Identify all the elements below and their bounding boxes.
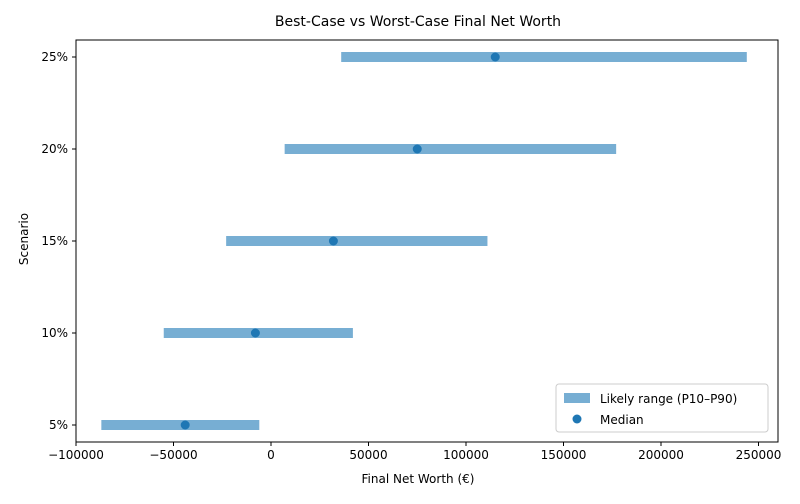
range-bar-15pct bbox=[226, 236, 488, 246]
legend-box bbox=[555, 383, 769, 433]
median-point-5pct bbox=[180, 420, 190, 430]
median-point-15pct bbox=[328, 236, 338, 246]
plot-area bbox=[75, 39, 779, 443]
x-tick-label: 0 bbox=[267, 448, 275, 462]
x-tick-label: 50000 bbox=[349, 448, 387, 462]
median-point-20pct bbox=[412, 144, 422, 154]
range-bar-25pct bbox=[341, 52, 747, 62]
median-point-25pct bbox=[490, 52, 500, 62]
x-tick-label: −100000 bbox=[48, 448, 104, 462]
legend-range-label: Likely range (P10–P90) bbox=[600, 392, 737, 406]
legend-median-label: Median bbox=[600, 413, 644, 427]
x-axis: −100000 −50000 0 50000 100000 150000 200000 250… bbox=[48, 442, 781, 462]
x-tick-label: −50000 bbox=[149, 448, 197, 462]
y-tick-label: 10% bbox=[41, 326, 68, 340]
y-axis-label: Scenario bbox=[17, 213, 31, 265]
y-tick-label: 15% bbox=[41, 234, 68, 248]
y-axis: 5% 10% 15% 20% 25% bbox=[41, 50, 76, 432]
y-tick-label: 20% bbox=[41, 142, 68, 156]
y-tick-label: 5% bbox=[49, 418, 68, 432]
median-point-10pct bbox=[250, 328, 260, 338]
x-tick-label: 100000 bbox=[443, 448, 489, 462]
x-tick-label: 150000 bbox=[541, 448, 587, 462]
range-bar-5pct bbox=[101, 420, 260, 430]
legend-median-marker bbox=[572, 414, 582, 424]
x-tick-label: 200000 bbox=[638, 448, 684, 462]
x-axis-label: Final Net Worth (€) bbox=[362, 472, 475, 486]
range-bar-20pct bbox=[284, 144, 617, 154]
chart-title: Best-Case vs Worst-Case Final Net Worth bbox=[275, 14, 561, 30]
legend: Likely range (P10–P90) Median bbox=[555, 383, 769, 433]
x-tick-label: 250000 bbox=[736, 448, 782, 462]
y-tick-label: 25% bbox=[41, 50, 68, 64]
legend-range-swatch bbox=[564, 393, 590, 403]
